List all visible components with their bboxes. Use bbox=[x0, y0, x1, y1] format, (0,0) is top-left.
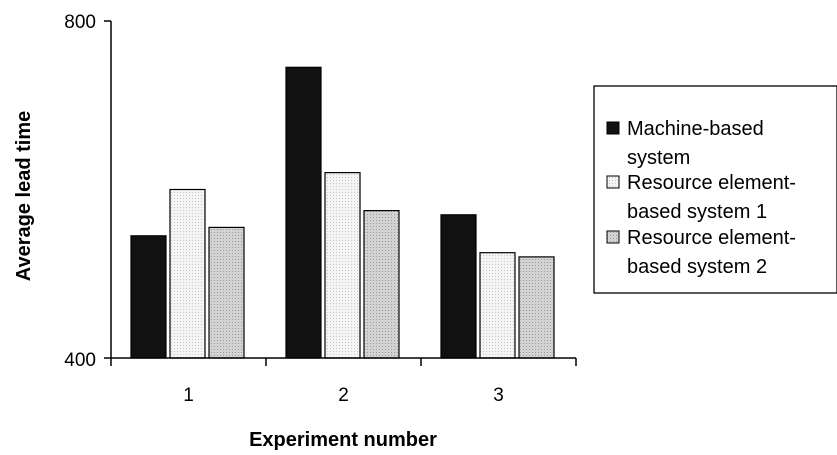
bars-group bbox=[130, 66, 555, 359]
legend-label-machine-based-line2: system bbox=[627, 147, 690, 169]
legend-label-resource-1-line2: based system 1 bbox=[627, 201, 767, 223]
legend-swatch-resource-2 bbox=[606, 230, 620, 244]
legend-label-resource-2-line2: based system 2 bbox=[627, 256, 767, 278]
bar-series1-experiment-1 bbox=[130, 235, 167, 359]
bar-series3-experiment-2 bbox=[363, 210, 400, 359]
bar-series1-experiment-3 bbox=[440, 214, 477, 359]
legend-swatch-machine-based bbox=[606, 121, 620, 135]
bar-series2-experiment-3 bbox=[479, 252, 516, 359]
bar-series3-experiment-3 bbox=[518, 256, 555, 359]
y-axis-title: Average lead time bbox=[13, 111, 35, 281]
x-tick-label-3: 3 bbox=[493, 385, 504, 406]
bar-series3-experiment-1 bbox=[208, 226, 245, 359]
bar-series1-experiment-2 bbox=[285, 66, 322, 359]
x-tick-label-1: 1 bbox=[183, 385, 194, 406]
y-tick-label-400: 400 bbox=[64, 350, 96, 371]
legend-label-resource-1-line1: Resource element- bbox=[627, 172, 796, 194]
legend: Machine-based system Resource element- b… bbox=[593, 85, 837, 294]
legend-box bbox=[593, 85, 837, 294]
bar-series2-experiment-2 bbox=[324, 172, 361, 359]
legend-label-machine-based-line1: Machine-based bbox=[627, 118, 764, 140]
legend-label-resource-2-line1: Resource element- bbox=[627, 227, 796, 249]
x-axis-title: Experiment number bbox=[249, 429, 437, 451]
y-tick-label-800: 800 bbox=[64, 12, 96, 33]
legend-swatch-resource-1 bbox=[606, 175, 620, 189]
x-tick-label-2: 2 bbox=[338, 385, 349, 406]
bar-series2-experiment-1 bbox=[169, 188, 206, 359]
